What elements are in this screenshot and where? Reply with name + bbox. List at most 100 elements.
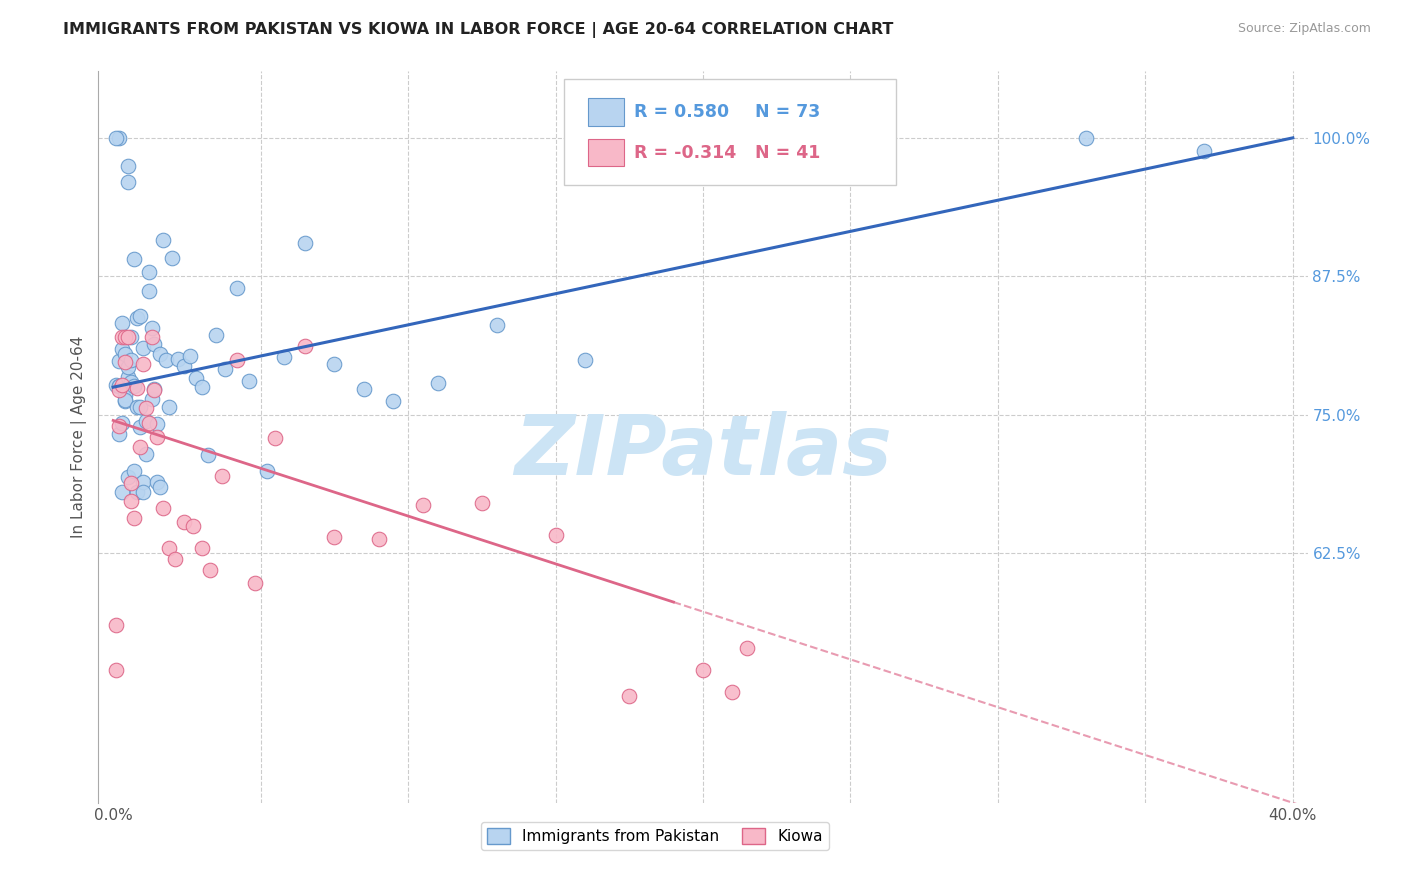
Point — [200, 563, 222, 577]
Point — [117, 470, 139, 484]
Point — [131, 342, 153, 356]
Point — [114, 347, 136, 361]
Point — [214, 362, 236, 376]
Text: N = 73: N = 73 — [755, 103, 820, 121]
Point — [226, 352, 249, 367]
Point — [181, 518, 204, 533]
Point — [135, 447, 157, 461]
Point — [108, 379, 131, 393]
Point — [692, 663, 714, 677]
FancyBboxPatch shape — [564, 78, 897, 185]
Point — [190, 541, 212, 555]
FancyBboxPatch shape — [588, 138, 624, 167]
Point — [114, 393, 136, 408]
Point — [157, 541, 180, 555]
Point — [120, 330, 142, 344]
Point — [146, 417, 169, 431]
Point — [120, 494, 142, 508]
Point — [294, 236, 316, 251]
Point — [173, 515, 195, 529]
Point — [735, 641, 758, 656]
Point — [108, 379, 131, 393]
Point — [1194, 144, 1216, 158]
Point — [108, 131, 131, 145]
Point — [149, 480, 172, 494]
Point — [120, 375, 142, 389]
Point — [152, 233, 174, 247]
Point — [155, 352, 177, 367]
Point — [105, 131, 128, 145]
Y-axis label: In Labor Force | Age 20-64: In Labor Force | Age 20-64 — [72, 336, 87, 538]
Point — [114, 388, 136, 402]
Point — [114, 330, 136, 344]
Point — [111, 342, 134, 356]
Point — [692, 165, 714, 179]
Point — [426, 376, 449, 390]
Point — [165, 552, 187, 566]
Point — [471, 495, 494, 509]
Point — [114, 392, 136, 407]
Point — [211, 468, 233, 483]
Text: N = 41: N = 41 — [755, 144, 820, 161]
Point — [160, 252, 183, 266]
Point — [367, 532, 389, 546]
Point — [141, 321, 163, 335]
Point — [574, 352, 596, 367]
Point — [323, 357, 346, 371]
Point — [167, 352, 190, 367]
Point — [179, 349, 201, 363]
Text: IMMIGRANTS FROM PAKISTAN VS KIOWA IN LABOR FORCE | AGE 20-64 CORRELATION CHART: IMMIGRANTS FROM PAKISTAN VS KIOWA IN LAB… — [63, 22, 894, 38]
Point — [143, 383, 166, 397]
Point — [1076, 131, 1098, 145]
Point — [184, 371, 207, 385]
Point — [157, 401, 180, 415]
Point — [111, 316, 134, 330]
Point — [152, 500, 174, 515]
Point — [131, 357, 153, 371]
Text: R = -0.314: R = -0.314 — [634, 144, 737, 161]
Point — [173, 359, 195, 373]
Point — [353, 382, 375, 396]
Point — [128, 310, 150, 324]
Point — [125, 485, 148, 500]
Point — [128, 400, 150, 414]
Point — [108, 383, 131, 397]
Point — [125, 311, 148, 326]
Point — [111, 330, 134, 344]
Point — [135, 414, 157, 428]
Point — [125, 380, 148, 394]
Point — [138, 265, 160, 279]
Text: R = 0.580: R = 0.580 — [634, 103, 730, 121]
Point — [238, 374, 260, 388]
FancyBboxPatch shape — [588, 98, 624, 126]
Point — [105, 618, 128, 632]
Point — [226, 281, 249, 295]
Point — [721, 685, 744, 699]
Point — [122, 252, 145, 267]
Point — [273, 351, 295, 365]
Point — [117, 360, 139, 375]
Point — [117, 175, 139, 189]
Point — [135, 401, 157, 415]
Point — [117, 330, 139, 344]
Point — [111, 485, 134, 500]
Point — [125, 400, 148, 414]
Text: Source: ZipAtlas.com: Source: ZipAtlas.com — [1237, 22, 1371, 36]
Point — [138, 284, 160, 298]
Point — [256, 464, 278, 478]
Point — [105, 377, 128, 392]
Point — [243, 575, 266, 590]
Point — [197, 448, 219, 462]
Point — [149, 347, 172, 361]
Legend: Immigrants from Pakistan, Kiowa: Immigrants from Pakistan, Kiowa — [481, 822, 828, 850]
Point — [122, 378, 145, 392]
Point — [120, 475, 142, 490]
Point — [264, 430, 287, 444]
Point — [294, 339, 316, 353]
Point — [128, 440, 150, 454]
Point — [205, 327, 228, 342]
Point — [111, 378, 134, 392]
Point — [122, 511, 145, 525]
Point — [143, 383, 166, 397]
Point — [117, 159, 139, 173]
